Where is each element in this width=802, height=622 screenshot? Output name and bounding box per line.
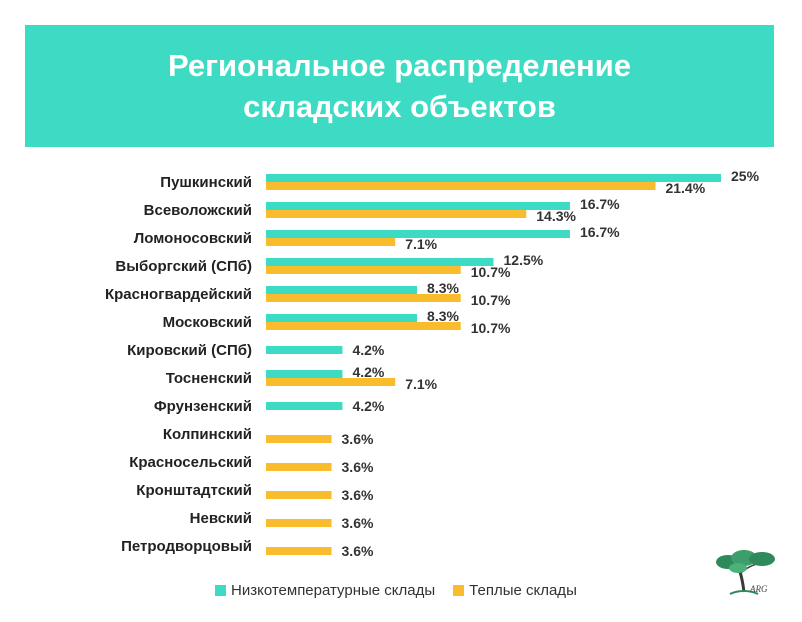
bar-cold	[266, 370, 343, 378]
category-label: Фрунзенский	[154, 398, 252, 415]
data-label-warm: 21.4%	[665, 180, 705, 196]
data-label-warm: 3.6%	[342, 459, 374, 475]
data-label-cold: 4.2%	[352, 342, 384, 358]
data-label-warm: 3.6%	[342, 543, 374, 559]
category-label: Невский	[190, 510, 252, 527]
data-label-cold: 8.3%	[427, 280, 459, 296]
data-label-cold: 4.2%	[352, 364, 384, 380]
bar-cold	[266, 258, 494, 266]
bar-cold	[266, 314, 418, 322]
bar-cold	[266, 230, 570, 238]
data-label-warm: 3.6%	[342, 487, 374, 503]
bar-warm	[266, 238, 396, 246]
bar-warm	[266, 182, 656, 190]
bar-cold	[266, 346, 343, 354]
bar-warm	[266, 435, 332, 443]
data-label-cold: 8.3%	[427, 308, 459, 324]
bar-warm	[266, 547, 332, 555]
title-banner: Региональное распределение складских объ…	[25, 25, 774, 147]
category-label: Петродворцовый	[121, 538, 252, 555]
bar-warm	[266, 266, 461, 274]
bar-warm	[266, 210, 527, 218]
data-label-warm: 14.3%	[536, 208, 576, 224]
data-label-warm: 10.7%	[471, 292, 511, 308]
category-label: Выборгский (СПб)	[115, 258, 252, 275]
category-label: Красносельский	[129, 454, 252, 471]
legend-swatch-orange	[453, 585, 465, 596]
data-label-warm: 7.1%	[405, 376, 437, 392]
data-label-warm: 10.7%	[471, 320, 511, 336]
chart-title-line-1: Региональное распределение	[167, 48, 632, 83]
data-label-cold: 16.7%	[580, 224, 620, 240]
category-label: Московский	[163, 314, 252, 331]
category-label: Кировский (СПб)	[127, 342, 252, 359]
data-label-warm: 3.6%	[342, 515, 374, 531]
bar-cold	[266, 174, 721, 182]
bar-cold	[266, 402, 343, 410]
data-label-warm: 10.7%	[471, 264, 511, 280]
data-label-cold: 12.5%	[504, 252, 544, 268]
category-label: Кронштадтский	[136, 482, 252, 499]
bar-warm	[266, 491, 332, 499]
category-label: Колпинский	[163, 426, 252, 443]
bar-warm	[266, 294, 461, 302]
data-label-cold: 25%	[731, 168, 760, 184]
category-label: Всеволожский	[144, 202, 252, 219]
data-label-cold: 16.7%	[580, 196, 620, 212]
category-label: Пушкинский	[160, 174, 252, 191]
category-label: Тосненский	[166, 370, 252, 387]
chart-title-line-2: складских объектов	[243, 89, 556, 124]
legend-label-warm: Теплые склады	[469, 582, 577, 599]
legend-item-cold: Низкотемпературные склады	[215, 582, 435, 599]
category-label: Красногвардейский	[105, 286, 252, 303]
legend: Низкотемпературные склады Теплые склады	[215, 582, 595, 599]
arg-logo: ARG	[716, 550, 775, 595]
logo-text: ARG	[749, 584, 768, 594]
category-label: Ломоносовский	[134, 230, 252, 247]
legend-label-cold: Низкотемпературные склады	[231, 582, 436, 599]
bar-cold	[266, 202, 570, 210]
data-label-warm: 7.1%	[405, 236, 437, 252]
bar-warm	[266, 519, 332, 527]
bar-cold	[266, 286, 418, 294]
data-label-warm: 3.6%	[342, 431, 374, 447]
bar-warm	[266, 378, 396, 386]
bar-warm	[266, 322, 461, 330]
legend-item-warm: Теплые склады	[453, 582, 577, 599]
bar-warm	[266, 463, 332, 471]
data-label-cold: 4.2%	[352, 398, 384, 414]
legend-swatch-teal	[215, 585, 226, 596]
